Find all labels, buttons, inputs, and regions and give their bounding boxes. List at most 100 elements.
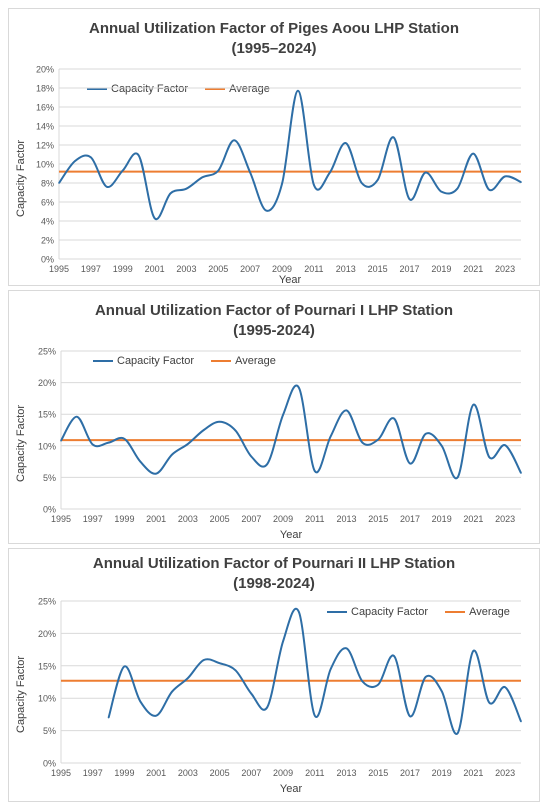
capacity-factor-point	[107, 441, 110, 444]
y-tick-label: 0%	[43, 505, 56, 515]
capacity-factor-point	[76, 415, 78, 418]
chart-title-line1: Annual Utilization Factor of Pournari II…	[92, 555, 456, 572]
capacity-factor-point	[361, 680, 364, 683]
capacity-factor-point	[314, 470, 316, 472]
capacity-factor-point	[203, 659, 205, 661]
capacity-factor-point	[472, 152, 475, 155]
y-tick-label: 25%	[38, 347, 56, 357]
capacity-factor-point	[424, 171, 427, 174]
capacity-factor-point	[393, 655, 395, 657]
y-tick-label: 20%	[36, 65, 54, 75]
legend: Capacity Factor Average	[327, 606, 524, 618]
capacity-factor-point	[121, 169, 124, 172]
y-tick-label: 10%	[38, 441, 56, 451]
x-tick-label: 2023	[495, 264, 515, 274]
legend-label-average: Average	[229, 83, 270, 95]
y-tick-label: 18%	[36, 84, 54, 94]
legend-item-average: Average	[445, 606, 510, 618]
capacity-factor-point	[218, 421, 221, 423]
legend-item-capacity: Capacity Factor	[93, 355, 194, 367]
y-tick-label: 15%	[38, 410, 56, 420]
chart-title-line1: Annual Utilization Factor of Piges Aoou …	[88, 20, 459, 37]
chart-title: Annual Utilization Factor of Piges Aoou …	[9, 19, 539, 59]
x-tick-label: 2011	[304, 264, 323, 274]
capacity-factor-point	[58, 182, 60, 184]
x-axis-title: Year	[278, 274, 302, 286]
legend: Capacity Factor Average	[93, 355, 290, 367]
capacity-factor-point	[329, 435, 332, 438]
legend-swatch-capacity	[87, 88, 107, 91]
capacity-factor-point	[345, 647, 348, 650]
capacity-factor-point	[504, 686, 506, 688]
legend-swatch-average	[445, 611, 466, 614]
capacity-factor-point	[297, 90, 299, 92]
x-tick-label: 2011	[305, 514, 324, 524]
x-tick-label: 2015	[368, 264, 388, 274]
x-tick-label: 2001	[146, 514, 166, 524]
x-tick-label: 2007	[240, 264, 260, 274]
x-tick-label: 2013	[336, 264, 356, 274]
legend-item-capacity: Capacity Factor	[327, 606, 428, 618]
capacity-factor-point	[155, 472, 157, 475]
capacity-factor-point	[137, 154, 140, 157]
x-tick-label: 2001	[145, 264, 165, 274]
x-tick-label: 2003	[178, 514, 198, 524]
legend-item-average: Average	[205, 83, 270, 95]
legend-label-average: Average	[469, 606, 510, 618]
capacity-factor-point	[520, 472, 522, 474]
capacity-factor-point	[456, 187, 459, 190]
x-tick-label: 2017	[400, 768, 420, 778]
capacity-factor-point	[425, 676, 427, 678]
y-tick-label: 10%	[36, 160, 54, 170]
chart-panel-pournari-2: Annual Utilization Factor of Pournari II…	[8, 548, 540, 802]
capacity-factor-point	[329, 171, 331, 174]
y-tick-label: 5%	[43, 473, 56, 483]
chart-plot: 0% 5% 10% 15% 20% 25% 1995 1997 1999 2001 2003 2005…	[38, 597, 522, 778]
x-tick-label: 1995	[49, 264, 69, 274]
x-tick-label: 2005	[210, 768, 230, 778]
capacity-factor-point	[456, 476, 459, 479]
capacity-factor-line	[58, 89, 522, 221]
x-tick-label: 2013	[337, 768, 357, 778]
y-tick-label: 5%	[43, 726, 56, 736]
capacity-factor-point	[281, 183, 283, 185]
capacity-factor-point	[250, 455, 253, 458]
capacity-factor-point	[408, 198, 411, 200]
capacity-factor-point	[298, 386, 300, 389]
x-tick-label: 2015	[368, 768, 388, 778]
capacity-factor-point	[249, 171, 251, 174]
capacity-factor-point	[60, 439, 62, 442]
x-tick-label: 2009	[273, 514, 293, 524]
y-tick-label: 15%	[38, 661, 56, 671]
legend-item-average: Average	[211, 355, 276, 367]
capacity-factor-point	[187, 443, 189, 445]
capacity-factor-point	[440, 190, 443, 193]
capacity-factor-point	[361, 441, 364, 444]
capacity-factor-point	[345, 142, 347, 144]
chart-title-line1: Annual Utilization Factor of Pournari I …	[94, 302, 454, 319]
capacity-factor-point	[91, 443, 94, 446]
x-tick-label: 2017	[399, 264, 419, 274]
legend-swatch-average	[205, 88, 226, 91]
x-tick-label: 2011	[305, 768, 324, 778]
x-tick-label: 1999	[114, 514, 134, 524]
capacity-factor-point	[282, 414, 284, 416]
x-axis-title: Year	[279, 529, 303, 541]
capacity-factor-point	[345, 409, 348, 412]
chart-title-line2: (1995–2024)	[231, 40, 317, 57]
x-tick-label: 2007	[241, 768, 261, 778]
capacity-factor-point	[393, 417, 395, 420]
x-tick-label: 2021	[463, 768, 483, 778]
capacity-factor-point	[488, 456, 491, 458]
y-tick-label: 25%	[38, 597, 56, 607]
y-tick-label: 6%	[41, 198, 54, 208]
capacity-factor-point	[250, 692, 253, 695]
x-tick-label: 2005	[210, 514, 230, 524]
x-tick-label: 2013	[337, 514, 357, 524]
capacity-factor-point	[123, 665, 126, 668]
y-tick-label: 14%	[36, 122, 54, 132]
capacity-factor-point	[171, 690, 173, 693]
x-tick-label: 2009	[273, 768, 293, 778]
capacity-factor-point	[472, 403, 475, 406]
capacity-factor-point	[377, 683, 380, 686]
